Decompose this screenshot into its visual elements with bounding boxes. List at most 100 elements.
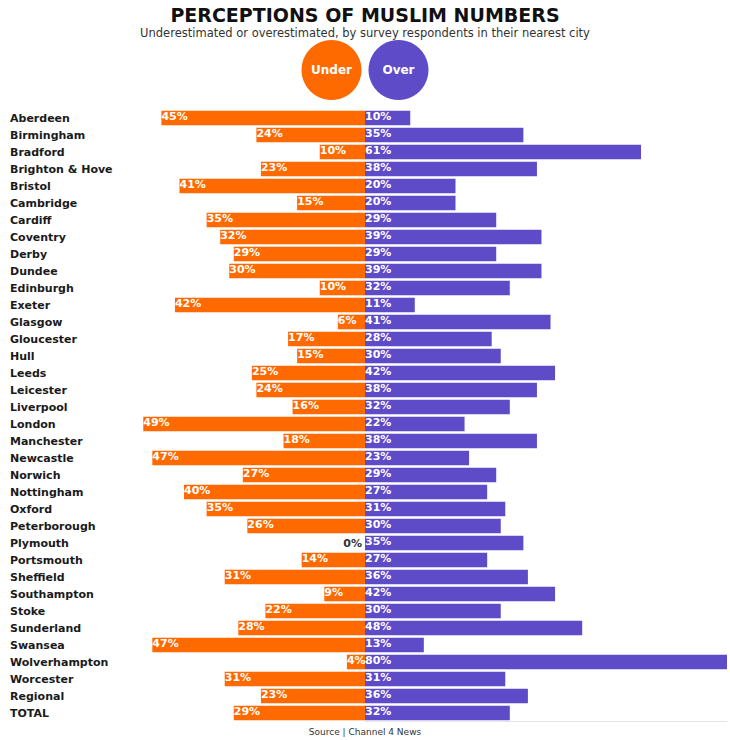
svg-text:32%: 32% [365, 280, 391, 293]
svg-text:PERCEPTIONS OF MUSLIM NUMBERS: PERCEPTIONS OF MUSLIM NUMBERS [170, 4, 559, 26]
svg-text:45%: 45% [161, 110, 187, 123]
svg-text:28%: 28% [365, 331, 391, 344]
svg-text:30%: 30% [229, 263, 255, 276]
svg-text:Portsmouth: Portsmouth [10, 554, 83, 567]
svg-text:London: London [10, 418, 56, 431]
svg-text:18%: 18% [284, 433, 310, 446]
svg-text:29%: 29% [234, 246, 260, 259]
svg-text:61%: 61% [365, 144, 391, 157]
svg-text:26%: 26% [247, 518, 273, 531]
svg-text:23%: 23% [261, 161, 287, 174]
svg-text:16%: 16% [293, 399, 319, 412]
svg-text:Liverpool: Liverpool [10, 401, 68, 414]
svg-text:Plymouth: Plymouth [10, 537, 69, 550]
svg-text:27%: 27% [365, 552, 391, 565]
svg-text:Regional: Regional [10, 690, 64, 703]
svg-text:10%: 10% [320, 144, 346, 157]
svg-text:30%: 30% [365, 348, 391, 361]
svg-text:Worcester: Worcester [10, 673, 74, 686]
svg-text:38%: 38% [365, 382, 391, 395]
svg-text:Gloucester: Gloucester [10, 333, 77, 346]
svg-text:Bristol: Bristol [10, 180, 51, 193]
svg-text:35%: 35% [365, 535, 391, 548]
svg-text:Sunderland: Sunderland [10, 622, 81, 635]
svg-text:Stoke: Stoke [10, 605, 45, 618]
svg-text:Leicester: Leicester [10, 384, 67, 397]
svg-text:38%: 38% [365, 433, 391, 446]
svg-text:39%: 39% [365, 263, 391, 276]
svg-text:24%: 24% [256, 127, 282, 140]
svg-text:TOTAL: TOTAL [10, 707, 49, 720]
svg-text:0%: 0% [343, 537, 362, 550]
svg-text:29%: 29% [365, 467, 391, 480]
svg-text:32%: 32% [365, 705, 391, 718]
svg-text:Over: Over [382, 63, 414, 77]
svg-text:40%: 40% [184, 484, 210, 497]
svg-text:35%: 35% [365, 127, 391, 140]
svg-text:80%: 80% [365, 654, 391, 667]
svg-text:9%: 9% [324, 586, 343, 599]
svg-text:36%: 36% [365, 569, 391, 582]
svg-text:27%: 27% [365, 484, 391, 497]
svg-text:Oxford: Oxford [10, 503, 52, 516]
svg-text:Norwich: Norwich [10, 469, 60, 482]
svg-text:29%: 29% [365, 246, 391, 259]
svg-text:41%: 41% [179, 178, 205, 191]
svg-text:47%: 47% [152, 637, 178, 650]
svg-text:31%: 31% [365, 501, 391, 514]
svg-text:27%: 27% [243, 467, 269, 480]
svg-text:Underestimated or overestimate: Underestimated or overestimated, by surv… [140, 26, 590, 40]
svg-text:Coventry: Coventry [10, 231, 66, 244]
svg-text:30%: 30% [365, 603, 391, 616]
svg-text:35%: 35% [207, 212, 233, 225]
svg-text:6%: 6% [338, 314, 357, 327]
svg-text:23%: 23% [261, 688, 287, 701]
svg-text:Under: Under [311, 63, 352, 77]
svg-text:Nottingham: Nottingham [10, 486, 83, 499]
svg-text:Southampton: Southampton [10, 588, 94, 601]
svg-text:Wolverhampton: Wolverhampton [10, 656, 108, 669]
svg-text:42%: 42% [175, 297, 201, 310]
svg-text:48%: 48% [365, 620, 391, 633]
svg-text:39%: 39% [365, 229, 391, 242]
svg-text:22%: 22% [365, 416, 391, 429]
svg-text:14%: 14% [302, 552, 328, 565]
svg-text:Manchester: Manchester [10, 435, 83, 448]
svg-text:15%: 15% [297, 348, 323, 361]
svg-text:Swansea: Swansea [10, 639, 65, 652]
svg-text:10%: 10% [320, 280, 346, 293]
svg-text:4%: 4% [347, 654, 366, 667]
svg-text:36%: 36% [365, 688, 391, 701]
svg-text:30%: 30% [365, 518, 391, 531]
svg-text:Exeter: Exeter [10, 299, 51, 312]
svg-text:25%: 25% [252, 365, 278, 378]
svg-text:Peterborough: Peterborough [10, 520, 96, 533]
svg-text:38%: 38% [365, 161, 391, 174]
svg-text:Derby: Derby [10, 248, 47, 261]
svg-text:49%: 49% [143, 416, 169, 429]
svg-text:Newcastle: Newcastle [10, 452, 74, 465]
svg-text:24%: 24% [256, 382, 282, 395]
svg-text:28%: 28% [238, 620, 264, 633]
svg-text:15%: 15% [297, 195, 323, 208]
svg-text:29%: 29% [365, 212, 391, 225]
svg-text:20%: 20% [365, 178, 391, 191]
svg-text:29%: 29% [234, 705, 260, 718]
svg-text:17%: 17% [288, 331, 314, 344]
svg-text:20%: 20% [365, 195, 391, 208]
svg-text:31%: 31% [365, 671, 391, 684]
svg-text:Leeds: Leeds [10, 367, 47, 380]
svg-text:42%: 42% [365, 365, 391, 378]
svg-text:13%: 13% [365, 637, 391, 650]
svg-text:31%: 31% [225, 569, 251, 582]
svg-text:35%: 35% [207, 501, 233, 514]
svg-text:22%: 22% [265, 603, 291, 616]
svg-text:31%: 31% [225, 671, 251, 684]
svg-text:11%: 11% [365, 297, 391, 310]
svg-text:Aberdeen: Aberdeen [10, 112, 70, 125]
svg-text:42%: 42% [365, 586, 391, 599]
svg-text:Glasgow: Glasgow [10, 316, 62, 329]
svg-text:Cambridge: Cambridge [10, 197, 77, 210]
svg-text:Dundee: Dundee [10, 265, 58, 278]
svg-text:Source | Channel 4 News: Source | Channel 4 News [309, 727, 422, 737]
